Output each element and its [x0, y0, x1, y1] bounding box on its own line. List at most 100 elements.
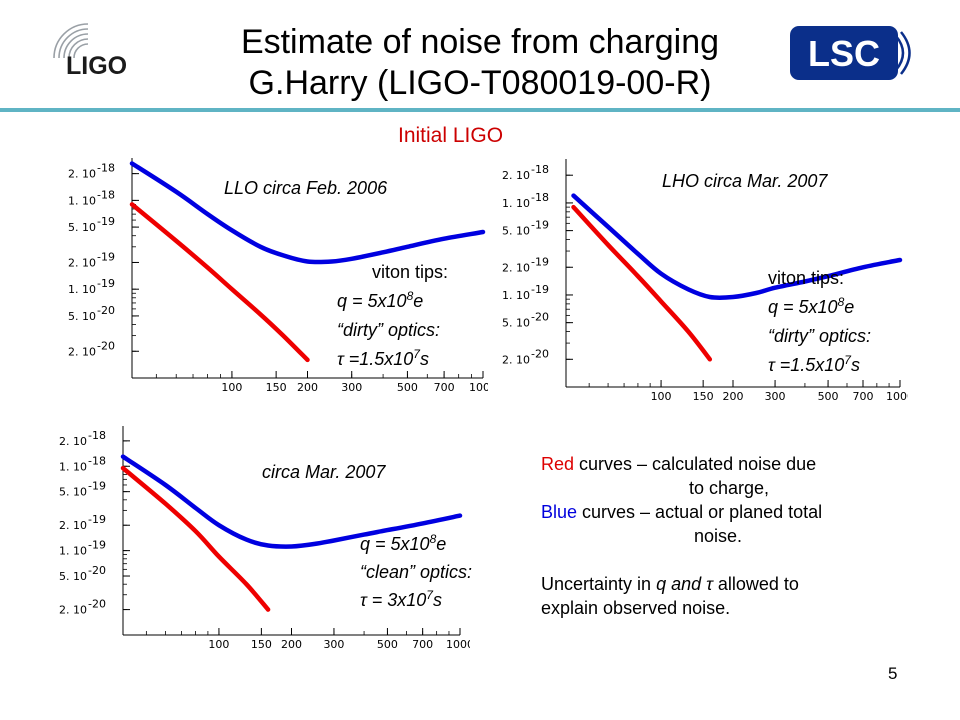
plot-1-blue-data-point: [774, 287, 776, 289]
plot-2-blue-data-point: [267, 545, 269, 546]
plot-llo-note-line-3: “dirty” optics:: [337, 320, 441, 340]
plot-1-y-tick-exponent: -19: [531, 255, 549, 268]
plot-2-blue-data-point: [218, 524, 220, 526]
plot-lho-note: viton tips: q = 5x108e “dirty” optics: τ…: [768, 264, 871, 380]
ligo-logo-arcs: [53, 23, 89, 59]
plot-mar-2007-note-line-1: q = 5x108e: [360, 530, 472, 558]
plot-mar-2007-tau-unit: s: [432, 590, 442, 610]
slide-number: 5: [888, 664, 898, 683]
plot-1-x-tick-label: 300: [765, 390, 786, 400]
plot-lho: 10015020030050070010002. 10-205. 10-201.…: [488, 145, 908, 400]
plot-1-y-tick-label: 2. 10: [502, 169, 530, 182]
plot-llo-tau-unit: s: [419, 349, 429, 369]
lsc-logo-waves: [895, 31, 911, 75]
plot-1-x-tick-label: 1000: [886, 390, 908, 400]
plot-1-red-series-line: [571, 204, 713, 362]
legend-red-word: Red: [541, 454, 575, 474]
legend-blue-text-1: curves – actual or planed total: [577, 502, 823, 522]
plot-mar-2007-note-line-3: τ = 3x107s: [360, 586, 472, 614]
plot-0-red-data-point: [282, 335, 284, 337]
plot-2-y-tick-label: 1. 10: [59, 460, 87, 473]
plot-mar-2007: 10015020030050070010002. 10-205. 10-201.…: [40, 420, 470, 655]
plot-0-blue-data-point: [482, 231, 484, 233]
plot-1-red-data-point: [709, 358, 711, 360]
plot-llo-label: LLO circa Feb. 2006: [224, 178, 388, 198]
plot-0-y-tick-exponent: -20: [97, 304, 115, 317]
plot-2-x-tick-label: 200: [281, 638, 302, 651]
plot-1-y-tick-label: 1. 10: [502, 197, 530, 210]
plot-lho-tau-exp: 7: [844, 353, 851, 367]
plot-1-y-tick-exponent: -18: [531, 163, 549, 176]
plot-mar-2007-note: q = 5x108e “clean” optics: τ = 3x107s: [360, 530, 472, 614]
plot-1-y-tick-exponent: -18: [531, 191, 549, 204]
plot-0-blue-data-point: [331, 261, 333, 262]
plot-lho-note-line-4: τ =1.5x107s: [768, 351, 871, 380]
slide-title-line-1: Estimate of noise from charging: [240, 23, 720, 61]
plot-2-y-tick-label: 5. 10: [59, 486, 87, 499]
plot-0-red-data-point: [231, 288, 233, 290]
plot-llo-tau-text: τ =1.5x10: [337, 349, 414, 369]
plot-2-blue-data-point: [333, 540, 335, 541]
plot-0-y-tick-label: 5. 10: [68, 221, 96, 234]
plot-0-blue-data-point: [406, 246, 408, 248]
plot-mar-2007-note-line-2: “clean” optics:: [360, 562, 473, 582]
plot-1-blue-data-point: [862, 266, 864, 268]
plot-mar-2007-label: circa Mar. 2007: [262, 462, 386, 482]
legend-uncert-1: Uncertainty in: [541, 574, 657, 594]
plot-2-x-tick-label: 700: [412, 638, 433, 651]
plot-2-y-tick-label: 2. 10: [59, 519, 87, 532]
plot-mar-2007-q-exp: 8: [429, 532, 437, 546]
plot-0-y-tick-label: 1. 10: [68, 194, 96, 207]
legend-blue-word: Blue: [541, 502, 578, 522]
plot-1-x-tick-label: 700: [852, 390, 873, 400]
plot-1-red-data-point: [687, 331, 689, 333]
plot-0-x-tick-label: 300: [341, 381, 362, 393]
plot-0-y-tick-exponent: -19: [97, 277, 115, 290]
plot-0-x-tick-label: 500: [397, 381, 418, 393]
plot-1-blue-data-point: [607, 226, 609, 228]
plot-0-blue-data-point: [351, 258, 353, 260]
legend-uncert-line-2: explain observed noise.: [541, 598, 731, 618]
plot-1-y-tick-label: 5. 10: [502, 225, 530, 238]
plot-lho-q-unit: e: [844, 297, 855, 317]
plot-1-red-data-point: [607, 244, 609, 246]
plot-1-blue-data-point: [732, 296, 734, 298]
ligo-logo-text: LIGO: [66, 52, 127, 80]
plot-1-y-tick-exponent: -19: [531, 283, 549, 296]
plot-1-red-data-point: [660, 301, 662, 302]
plot-lho-note-line-1: viton tips:: [768, 268, 845, 288]
plot-0-red-data-point: [175, 240, 177, 242]
plot-1-blue-data-point: [804, 281, 806, 282]
plot-lho-note-line-3: “dirty” optics:: [768, 326, 872, 346]
plot-2-y-tick-label: 2. 10: [59, 435, 87, 448]
plot-llo: 10015020030050070010002. 10-205. 10-201.…: [68, 148, 488, 393]
plot-2-blue-data-point: [363, 534, 365, 536]
legend-text: Red curves – calculated noise due to cha…: [541, 452, 941, 620]
plot-0-y-tick-exponent: -19: [97, 250, 115, 263]
plot-2-x-tick-label: 500: [377, 638, 398, 651]
plot-1-blue-data-point: [637, 253, 639, 255]
plot-0-blue-data-point: [175, 191, 177, 193]
plot-1-y-tick-exponent: -20: [531, 311, 549, 324]
lsc-logo-badge: [790, 26, 898, 80]
plot-0-y-tick-label: 5. 10: [68, 310, 96, 323]
plot-llo-note-line-4: τ =1.5x107s: [337, 345, 448, 374]
plot-1-svg: 10015020030050070010002. 10-205. 10-201.…: [502, 159, 908, 400]
plot-0-x-tick-label: 150: [266, 381, 287, 393]
plot-0-red-data-point: [131, 203, 133, 205]
plot-0-red-data-point: [260, 313, 261, 315]
plot-0-blue-data-point: [382, 251, 384, 253]
plot-lho-label: LHO circa Mar. 2007: [662, 171, 828, 191]
plot-0-red-series-line: [129, 202, 310, 363]
ligo-logo: LIGO: [53, 23, 127, 80]
header-rule: [0, 108, 960, 112]
plot-0-y-tick-exponent: -18: [97, 188, 115, 201]
plot-1-blue-data-point: [755, 292, 757, 294]
plot-2-y-tick-exponent: -20: [88, 564, 106, 577]
legend-uncert-line-1: Uncertainty in q and τ allowed to: [541, 572, 941, 596]
plot-0-y-tick-exponent: -20: [97, 339, 115, 352]
legend-uncert-q: q and τ: [656, 574, 713, 594]
plot-2-x-tick-label: 150: [251, 638, 272, 651]
plot-mar-2007-q-unit: e: [436, 534, 447, 554]
plot-2-y-tick-exponent: -19: [88, 480, 106, 493]
